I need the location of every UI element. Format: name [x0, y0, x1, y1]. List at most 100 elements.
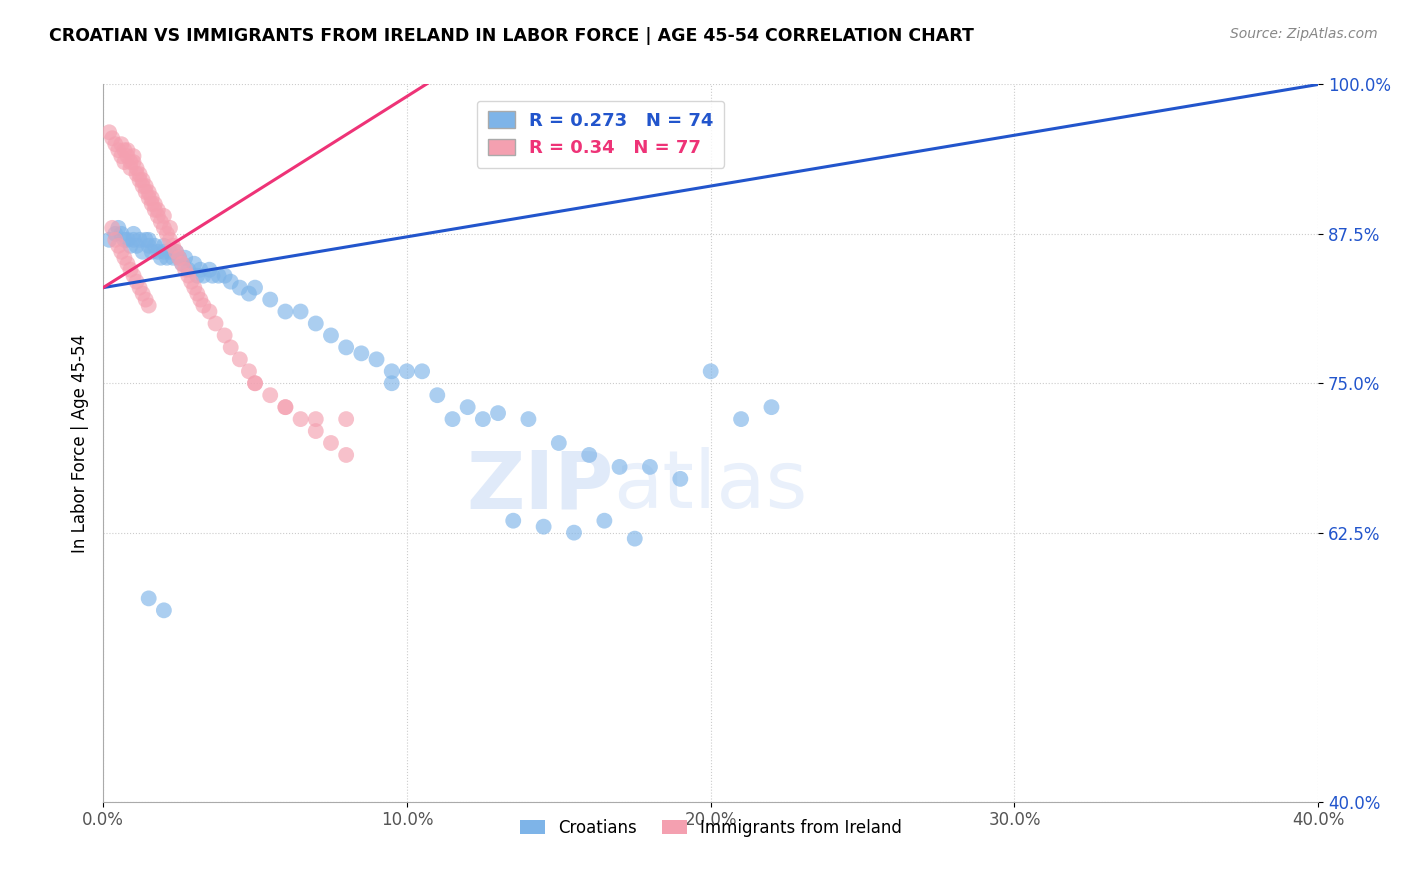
- Point: [290, 304, 312, 318]
- Legend: Croatians, Immigrants from Ireland: Croatians, Immigrants from Ireland: [513, 812, 908, 844]
- Point: [120, 262, 142, 277]
- Text: Source: ZipAtlas.com: Source: ZipAtlas.com: [1230, 27, 1378, 41]
- Point: [112, 155, 135, 169]
- Point: [112, 143, 135, 157]
- Point: [101, 220, 124, 235]
- Point: [146, 244, 169, 259]
- Point: [219, 340, 242, 354]
- Point: [117, 149, 139, 163]
- Point: [533, 519, 555, 533]
- Point: [131, 179, 153, 194]
- Point: [259, 388, 281, 402]
- Point: [146, 202, 169, 217]
- Point: [174, 262, 197, 277]
- Point: [153, 239, 176, 253]
- Point: [125, 275, 148, 289]
- Point: [243, 280, 266, 294]
- Y-axis label: In Labor Force | Age 45-54: In Labor Force | Age 45-54: [72, 334, 89, 552]
- Point: [204, 317, 226, 331]
- Point: [122, 227, 145, 241]
- Point: [319, 328, 342, 343]
- Text: atlas: atlas: [613, 447, 808, 525]
- Point: [229, 280, 252, 294]
- Point: [186, 286, 208, 301]
- Point: [502, 514, 524, 528]
- Point: [110, 149, 132, 163]
- Point: [366, 352, 388, 367]
- Point: [131, 244, 153, 259]
- Point: [188, 262, 211, 277]
- Point: [159, 220, 181, 235]
- Point: [305, 424, 328, 438]
- Point: [395, 364, 418, 378]
- Point: [135, 233, 157, 247]
- Point: [335, 340, 357, 354]
- Point: [274, 400, 297, 414]
- Point: [229, 352, 252, 367]
- Point: [457, 400, 479, 414]
- Point: [128, 167, 150, 181]
- Point: [138, 239, 160, 253]
- Point: [165, 244, 187, 259]
- Point: [138, 591, 160, 606]
- Point: [153, 209, 176, 223]
- Point: [669, 472, 692, 486]
- Point: [159, 244, 181, 259]
- Point: [120, 161, 142, 175]
- Point: [193, 299, 215, 313]
- Point: [104, 137, 127, 152]
- Point: [214, 268, 236, 283]
- Point: [122, 233, 145, 247]
- Point: [159, 233, 181, 247]
- Point: [149, 215, 172, 229]
- Point: [149, 251, 172, 265]
- Point: [290, 412, 312, 426]
- Point: [593, 514, 616, 528]
- Point: [335, 412, 357, 426]
- Point: [243, 376, 266, 391]
- Point: [122, 268, 145, 283]
- Point: [135, 179, 157, 194]
- Point: [238, 286, 260, 301]
- Point: [110, 137, 132, 152]
- Point: [198, 304, 221, 318]
- Point: [188, 293, 211, 307]
- Point: [730, 412, 752, 426]
- Point: [214, 328, 236, 343]
- Point: [135, 185, 157, 199]
- Point: [177, 262, 200, 277]
- Point: [138, 185, 160, 199]
- Point: [110, 227, 132, 241]
- Point: [183, 280, 205, 294]
- Point: [122, 155, 145, 169]
- Point: [120, 239, 142, 253]
- Point: [128, 233, 150, 247]
- Point: [138, 299, 160, 313]
- Point: [125, 239, 148, 253]
- Text: ZIP: ZIP: [467, 447, 613, 525]
- Point: [259, 293, 281, 307]
- Point: [201, 268, 224, 283]
- Point: [107, 239, 129, 253]
- Point: [305, 412, 328, 426]
- Point: [101, 131, 124, 145]
- Point: [98, 125, 121, 139]
- Point: [441, 412, 464, 426]
- Point: [238, 364, 260, 378]
- Point: [143, 197, 166, 211]
- Point: [122, 149, 145, 163]
- Point: [699, 364, 721, 378]
- Point: [117, 143, 139, 157]
- Point: [562, 525, 585, 540]
- Point: [156, 251, 179, 265]
- Point: [135, 293, 157, 307]
- Point: [350, 346, 373, 360]
- Point: [104, 227, 127, 241]
- Point: [125, 161, 148, 175]
- Point: [183, 257, 205, 271]
- Point: [128, 280, 150, 294]
- Point: [426, 388, 449, 402]
- Point: [125, 167, 148, 181]
- Point: [141, 197, 163, 211]
- Point: [107, 143, 129, 157]
